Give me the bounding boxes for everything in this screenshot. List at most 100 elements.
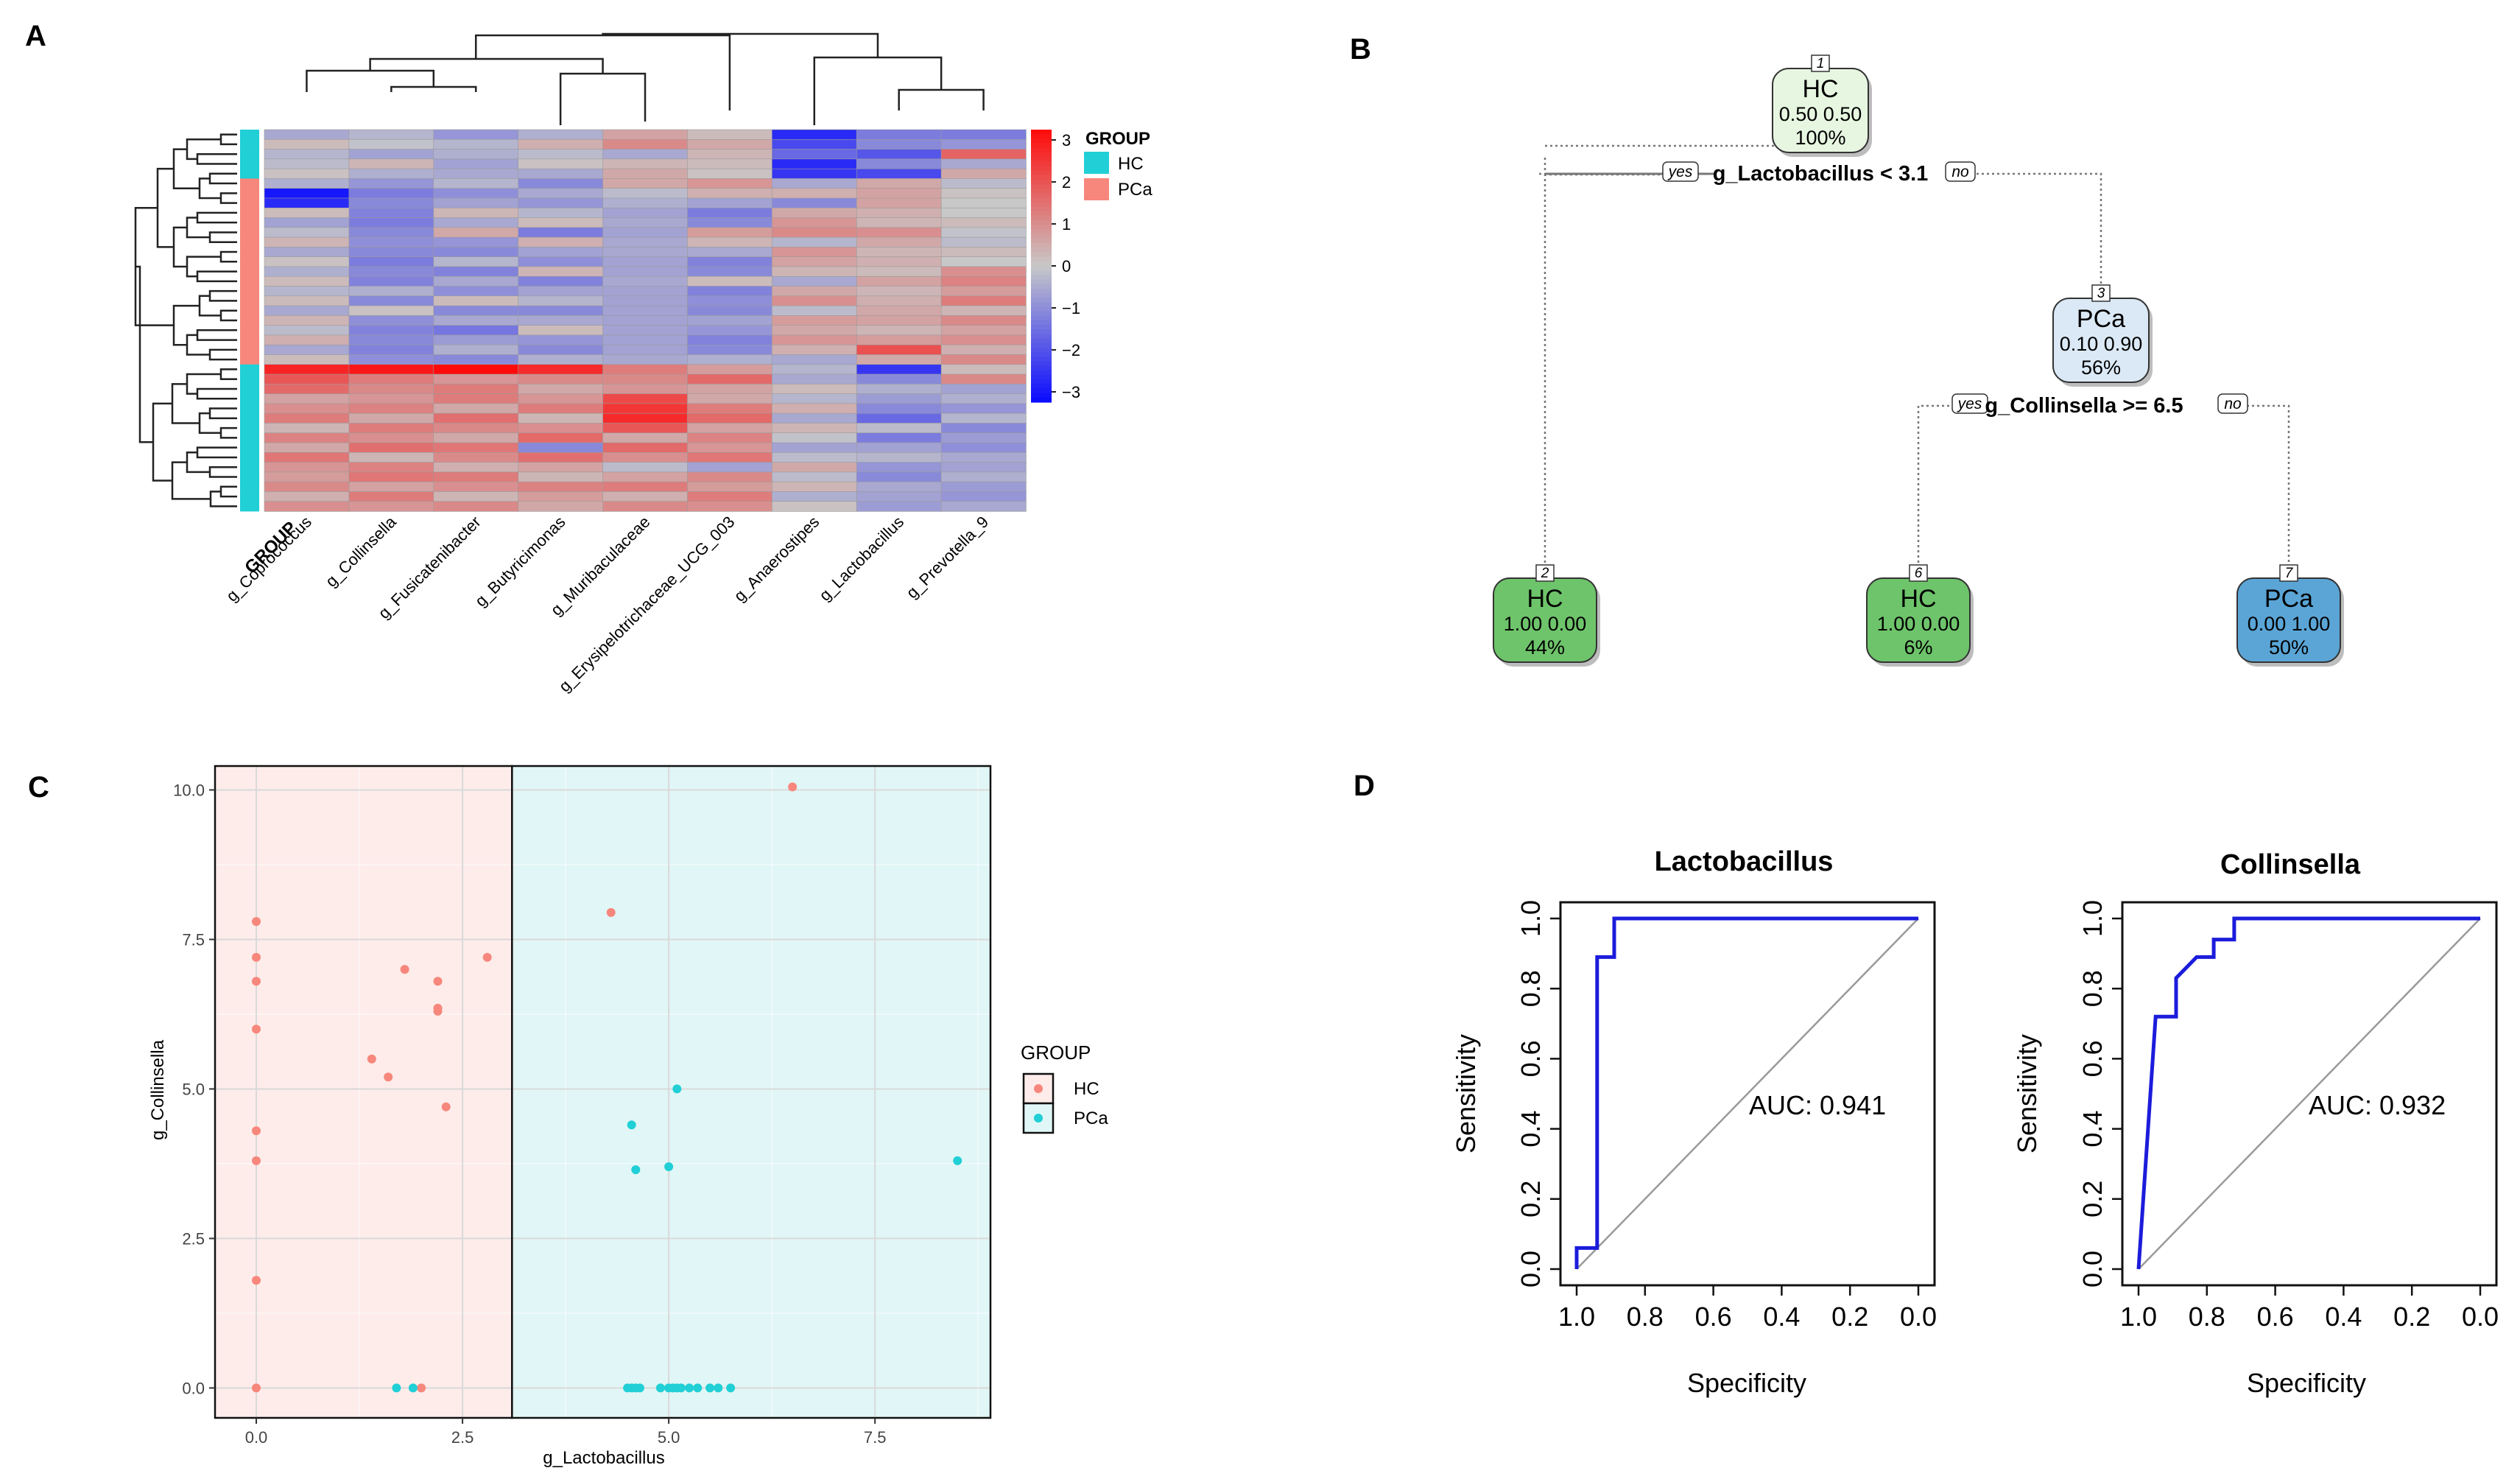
- heatmap-cell: [602, 286, 689, 297]
- dendrogram-branch: [219, 250, 237, 263]
- heatmap-cell: [264, 384, 350, 395]
- heatmap-cell: [348, 412, 434, 424]
- roc-y-tick-label: 0.2: [2077, 1181, 2108, 1218]
- heatmap-cell: [772, 247, 857, 258]
- heatmap-cell: [348, 227, 434, 238]
- dendrogram-branch: [219, 133, 237, 146]
- heatmap-group-cell: [240, 345, 259, 355]
- heatmap-cell: [433, 266, 519, 277]
- heatmap-cell: [518, 236, 604, 248]
- heatmap-cell: [518, 412, 604, 424]
- heatmap-cell: [772, 344, 857, 356]
- colorbar-tick-label: −2: [1062, 341, 1080, 359]
- dendrogram-branch: [219, 192, 237, 204]
- tree-node-class: HC: [1527, 585, 1563, 613]
- scatter-point-hc: [252, 952, 261, 962]
- heatmap-group-cell: [240, 443, 259, 453]
- heatmap-cell: [602, 452, 689, 463]
- heatmap-cell: [518, 364, 604, 375]
- heatmap-cell: [687, 462, 773, 473]
- heatmap-cell: [940, 295, 1027, 306]
- heatmap-cell: [856, 423, 942, 434]
- tree-node-class: PCa: [2077, 305, 2125, 333]
- heatmap-cell: [856, 373, 942, 385]
- tree-node-class: HC: [1900, 585, 1936, 613]
- heatmap-cell: [772, 364, 857, 375]
- heatmap-cell: [264, 286, 350, 297]
- heatmap-cell: [602, 334, 689, 345]
- heatmap-cell: [602, 481, 689, 493]
- heatmap-group-cell: [240, 169, 259, 179]
- heatmap-cell: [518, 334, 604, 345]
- heatmap-cell: [518, 481, 604, 493]
- colorbar-segment: [1031, 375, 1052, 380]
- dendrogram-branch: [135, 265, 153, 443]
- roc-plot-frame: [2121, 901, 2498, 1287]
- heatmap-cell: [602, 315, 689, 326]
- roc-diagonal: [2138, 918, 2481, 1270]
- heatmap-cell: [264, 393, 350, 404]
- colorbar-segment: [1031, 279, 1052, 285]
- heatmap-cell: [940, 423, 1027, 434]
- heatmap-cell: [433, 149, 519, 160]
- heatmap-group-cell: [240, 149, 259, 160]
- heatmap-cell: [348, 305, 434, 317]
- tree-no-box: [1945, 161, 1976, 182]
- heatmap-cell: [348, 423, 434, 434]
- colorbar-segment: [1031, 189, 1052, 194]
- dendrogram-branch: [186, 138, 221, 161]
- heatmap-cell: [856, 295, 942, 306]
- heatmap-cell: [602, 384, 689, 395]
- heatmap-cell: [264, 227, 350, 238]
- heatmap-cell: [856, 149, 942, 160]
- heatmap-cell: [687, 168, 773, 180]
- dendrogram-branch: [186, 373, 221, 395]
- colorbar-tick-label: 0: [1062, 257, 1071, 275]
- heatmap-group-cell: [240, 237, 259, 247]
- heatmap-cell: [772, 501, 857, 512]
- heatmap-cell: [602, 491, 689, 502]
- colorbar-segment: [1031, 166, 1052, 172]
- tree-node-id-box: [1811, 55, 1830, 72]
- heatmap-cell: [433, 256, 519, 267]
- heatmap-cell: [264, 305, 350, 317]
- scatter-point-pca: [685, 1383, 694, 1393]
- heatmap-cell: [687, 286, 773, 297]
- colorbar-tick-label: 2: [1062, 173, 1071, 192]
- heatmap-cell: [772, 158, 857, 169]
- tree-node-pct: 100%: [1795, 127, 1845, 149]
- tree-edge-yes-1: [1544, 172, 1672, 578]
- heatmap-cell: [940, 197, 1027, 208]
- heatmap-cell: [518, 471, 604, 482]
- heatmap-group-cell: [240, 247, 259, 258]
- dendrogram-branch: [208, 466, 237, 478]
- roc-x-tick-label: 1.0: [2120, 1301, 2157, 1332]
- heatmap-cell: [940, 412, 1027, 424]
- heatmap-cell: [856, 452, 942, 463]
- heatmap-cell: [856, 325, 942, 336]
- heatmap-cell: [348, 373, 434, 385]
- heatmap-cell: [602, 217, 689, 228]
- heatmap-cell: [856, 432, 942, 443]
- heatmap-cell: [518, 295, 604, 306]
- heatmap-cell: [772, 462, 857, 473]
- tree-node-id: 1: [1817, 56, 1825, 71]
- heatmap-cell: [856, 236, 942, 248]
- heatmap-group-cell: [240, 462, 259, 473]
- scatter-point-pca: [726, 1383, 736, 1393]
- heatmap-cell: [348, 129, 434, 140]
- dendrogram-branch: [208, 348, 237, 361]
- colorbar-segment: [1031, 275, 1052, 281]
- tree-edge-lines: [1539, 158, 1672, 175]
- tree-yes-box: [1662, 161, 1699, 182]
- heatmap-cell: [687, 207, 773, 219]
- heatmap-cell: [856, 168, 942, 180]
- tree-node-id-box: [2279, 564, 2298, 582]
- heatmap-cell: [940, 207, 1027, 219]
- heatmap-legend-pca-label: PCa: [1118, 180, 1152, 200]
- heatmap-cell: [518, 149, 604, 160]
- colorbar-segment: [1031, 247, 1052, 253]
- heatmap-cell: [348, 286, 434, 297]
- dendrogram-branch: [390, 85, 477, 92]
- heatmap-cell: [602, 236, 689, 248]
